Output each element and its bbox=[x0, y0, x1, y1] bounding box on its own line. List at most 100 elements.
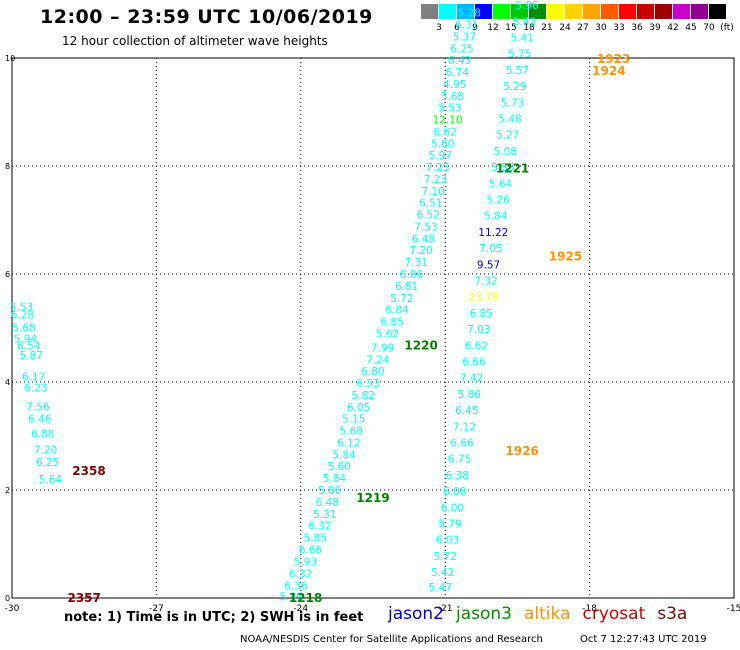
scale-swatch bbox=[583, 4, 600, 19]
wave-height-label: 7.99 bbox=[371, 342, 394, 354]
wave-height-label: 6.62 bbox=[465, 340, 488, 352]
x-tick-label: -27 bbox=[149, 604, 164, 614]
wave-height-label: 6.53 bbox=[356, 378, 379, 390]
wave-height-label: 6.46 bbox=[28, 414, 52, 426]
time-label: 1926 bbox=[506, 444, 539, 458]
wave-height-label: 5.75 bbox=[508, 49, 531, 61]
wave-height-label: 7.20 bbox=[34, 445, 57, 457]
y-tick-label: 6 bbox=[5, 270, 10, 279]
wave-height-label: 6.25 bbox=[450, 43, 473, 55]
wave-height-label: 6.08 bbox=[443, 486, 466, 498]
wave-height-label: 7.10 bbox=[421, 186, 444, 198]
wave-height-label: 5.84 bbox=[323, 473, 347, 485]
wave-height-label: 5.39 bbox=[279, 591, 302, 603]
y-tick-label: 4 bbox=[5, 378, 10, 387]
wave-height-label: 6.45 bbox=[455, 405, 478, 417]
scale-swatch bbox=[691, 4, 708, 19]
scale-swatch bbox=[637, 4, 654, 19]
time-label: 2357 bbox=[67, 591, 100, 605]
wave-height-label: 6.66 bbox=[299, 544, 323, 556]
wave-height-label: 5.37 bbox=[453, 31, 476, 43]
wave-height-label: 5.97 bbox=[429, 150, 452, 162]
wave-height-label: 6.88 bbox=[31, 428, 54, 440]
wave-height-label: 7.42 bbox=[460, 373, 483, 385]
wave-height-label: 5.48 bbox=[498, 113, 521, 125]
wave-height-label: 7.53 bbox=[414, 221, 437, 233]
time-label: 1924 bbox=[592, 64, 625, 78]
wave-height-label: 6.32 bbox=[308, 521, 331, 533]
scale-swatch bbox=[655, 4, 672, 19]
scale-label: 45 bbox=[685, 23, 697, 33]
scale-label: 21 bbox=[541, 23, 553, 33]
footer-timestamp: Oct 7 12:27:43 UTC 2019 bbox=[580, 634, 707, 645]
wave-height-label: 6.80 bbox=[361, 366, 384, 378]
scale-swatch bbox=[421, 4, 438, 19]
x-tick-label: -30 bbox=[5, 604, 20, 614]
wave-height-label: 5.72 bbox=[434, 551, 457, 563]
wave-height-label: 6.28 bbox=[11, 310, 34, 322]
wave-height-label: 5.86 bbox=[458, 389, 482, 401]
x-tick-label: -18 bbox=[582, 604, 597, 614]
wave-height-label: 5.27 bbox=[496, 130, 519, 142]
wave-height-label: 4.95 bbox=[443, 79, 466, 91]
wave-height-label: 6.25 bbox=[36, 457, 59, 469]
satellite-legend: jason2 jason3 altika cryosat s3a bbox=[388, 604, 699, 624]
wave-height-label: 5.82 bbox=[352, 390, 375, 402]
wave-height-label: 6.03 bbox=[436, 535, 459, 547]
wave-height-label: 6.75 bbox=[448, 454, 471, 466]
wave-height-label: 5.08 bbox=[494, 146, 517, 158]
wave-height-label: 5.42 bbox=[431, 567, 454, 579]
wave-height-label: 5.26 bbox=[486, 194, 510, 206]
x-tick-label: -21 bbox=[438, 604, 453, 614]
scale-swatch bbox=[511, 4, 528, 19]
wave-height-label: 7.03 bbox=[467, 324, 490, 336]
scale-label: 18 bbox=[523, 23, 535, 33]
time-label: 1219 bbox=[356, 491, 389, 505]
wave-height-label: 7.23 bbox=[426, 162, 449, 174]
page-title: 12:00 – 23:59 UTC 10/06/2019 bbox=[40, 6, 373, 28]
plot-frame bbox=[11, 57, 735, 599]
scale-label: 70 bbox=[703, 23, 715, 33]
time-label: 1925 bbox=[549, 250, 582, 264]
wave-height-label: 5.73 bbox=[501, 97, 524, 109]
scale-label: 15 bbox=[505, 23, 517, 33]
scale-label: 27 bbox=[577, 23, 589, 33]
legend-item: jason3 bbox=[456, 604, 512, 624]
wave-height-label: 6.43 bbox=[448, 55, 471, 67]
scale-label: 36 bbox=[631, 23, 643, 33]
y-tick-label: 10 bbox=[5, 54, 15, 63]
wave-height-label: 6.23 bbox=[24, 382, 47, 394]
time-label: 1218 bbox=[289, 591, 322, 605]
wave-height-label: 5.84 bbox=[332, 449, 356, 461]
wave-height-label: 5.60 bbox=[328, 461, 351, 473]
wave-height-label: 7.20 bbox=[409, 245, 432, 257]
scale-swatch bbox=[475, 4, 492, 19]
wave-height-label: 6.85 bbox=[470, 308, 493, 320]
scale-swatch bbox=[457, 4, 474, 19]
wave-height-label: 6.66 bbox=[450, 437, 474, 449]
wave-height-label: 5.62 bbox=[376, 328, 399, 340]
wave-height-label: 6.86 bbox=[400, 269, 424, 281]
wave-height-label: 5.84 bbox=[484, 211, 508, 223]
wave-height-label: 5.60 bbox=[431, 138, 454, 150]
wave-height-label: 6.48 bbox=[316, 497, 339, 509]
wave-height-label: 5.43 bbox=[513, 16, 536, 28]
wave-height-label: 7.12 bbox=[453, 421, 476, 433]
note-text: note: 1) Time is in UTC; 2) SWH is in fe… bbox=[64, 610, 364, 625]
scale-label: 12 bbox=[487, 23, 499, 33]
x-tick-label: -24 bbox=[293, 604, 308, 614]
wave-height-label: 6.32 bbox=[289, 569, 312, 581]
wave-height-label: 6.81 bbox=[395, 281, 418, 293]
wave-height-label: 5.79 bbox=[438, 518, 461, 530]
wave-height-label: 6.00 bbox=[441, 502, 464, 514]
scale-swatch bbox=[673, 4, 690, 19]
page-subtitle: 12 hour collection of altimeter wave hei… bbox=[62, 34, 328, 48]
wave-height-label: 6.52 bbox=[417, 210, 440, 222]
wave-height-label: 5.68 bbox=[340, 426, 363, 438]
x-tick-label: -15 bbox=[727, 604, 740, 614]
wave-height-label: 5.29 bbox=[503, 81, 526, 93]
wave-height-label: 6.54 bbox=[17, 340, 41, 352]
scale-label: 42 bbox=[667, 23, 679, 33]
wave-height-label: 6.31 bbox=[455, 20, 478, 32]
